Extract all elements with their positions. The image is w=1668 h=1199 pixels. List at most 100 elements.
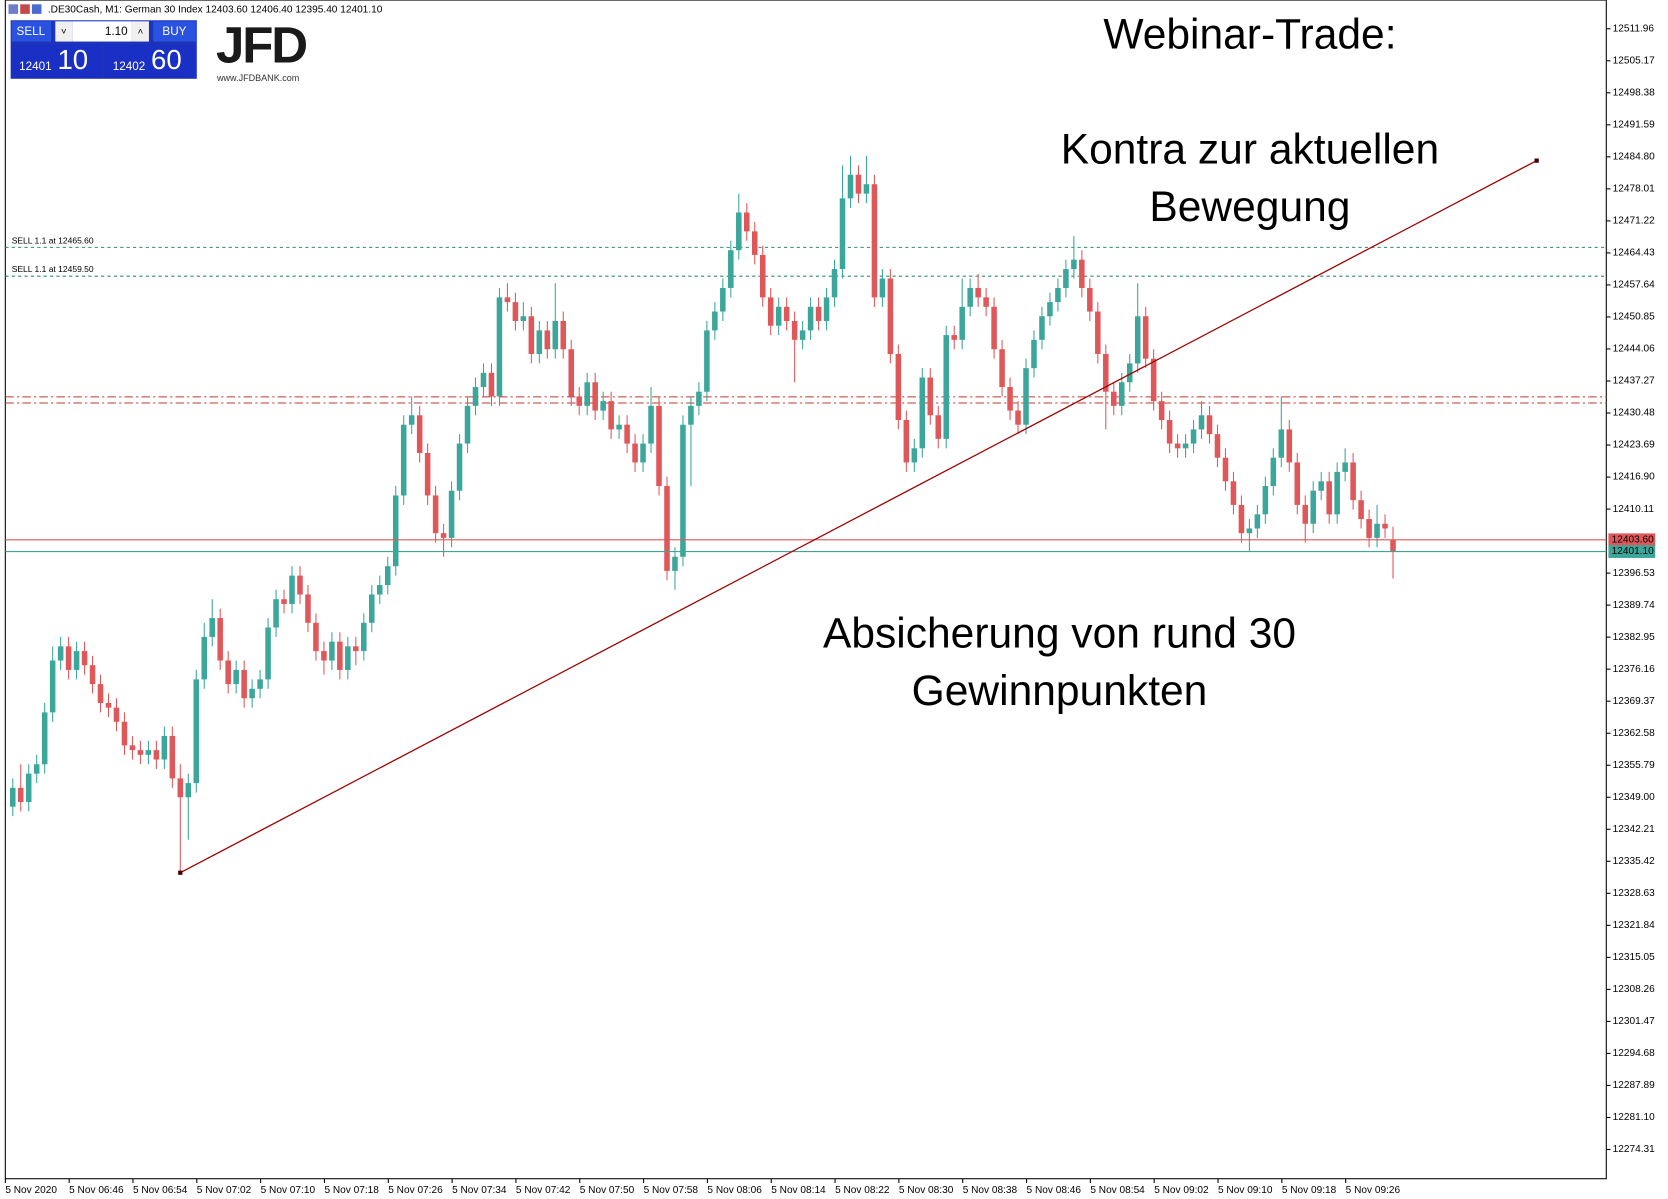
y-tick-label: 12396.53	[1613, 568, 1655, 579]
candle-body	[33, 764, 40, 774]
annotation-text: Gewinnpunkten	[912, 667, 1208, 715]
y-tick-label: 12444.06	[1613, 344, 1655, 355]
candle-body	[951, 335, 957, 340]
candle-body	[9, 787, 16, 807]
candle-body	[696, 391, 702, 406]
candle-body	[1254, 514, 1261, 529]
candle-body	[57, 646, 64, 661]
candle-body	[775, 306, 782, 326]
candle-body	[616, 424, 622, 430]
buy-price-box[interactable]	[104, 44, 196, 78]
logo: JFD www.JFDBANK.com	[216, 16, 308, 83]
icon	[31, 4, 42, 14]
candle-body	[89, 665, 96, 685]
candle-body	[361, 622, 367, 652]
candle-body	[1318, 481, 1324, 491]
candle-body	[169, 735, 176, 779]
y-tick-label: 12457.64	[1613, 280, 1655, 291]
trendline-anchor	[1534, 158, 1539, 163]
candle-body	[911, 448, 918, 463]
candle-body	[807, 306, 814, 331]
candle-body	[305, 594, 311, 623]
candle-body	[161, 735, 168, 760]
candle-body	[1222, 457, 1229, 482]
x-tick-label: 5 Nov 08:06	[707, 1185, 762, 1196]
candle-body	[121, 721, 128, 746]
y-tick-label: 12328.63	[1613, 888, 1655, 899]
chart-header: .DE30Cash, M1: German 30 Index 12403.60 …	[48, 4, 383, 15]
x-tick-label: 5 Nov 06:46	[69, 1185, 124, 1196]
candle-body	[113, 707, 120, 722]
y-tick-label: 12478.01	[1613, 184, 1655, 195]
y-tick-label: 12335.42	[1613, 856, 1655, 867]
candle-body	[1382, 523, 1388, 529]
lot-input[interactable]	[72, 21, 132, 42]
candle-body	[847, 174, 854, 199]
candle-body	[632, 443, 638, 463]
sell-price-box[interactable]	[11, 44, 102, 78]
buy-price: 12402	[113, 60, 146, 73]
candle-body	[1142, 316, 1149, 359]
y-tick-label: 12274.31	[1613, 1144, 1655, 1155]
candle-body	[999, 349, 1005, 387]
candle-body	[536, 330, 543, 354]
x-tick-label: 5 Nov 07:18	[324, 1185, 379, 1196]
sell-pips: 10	[57, 44, 88, 75]
ask-label: 12403.60	[1612, 534, 1654, 545]
y-tick-label: 12505.17	[1613, 55, 1655, 66]
candle-body	[887, 278, 894, 354]
candle-body	[241, 669, 247, 699]
candle-body	[432, 495, 439, 534]
candle-body	[1126, 363, 1133, 383]
candle-body	[640, 443, 646, 463]
candle-body	[600, 401, 606, 411]
candle-body	[751, 231, 758, 255]
x-tick-label: 5 Nov 08:14	[771, 1185, 826, 1196]
candle-body	[65, 646, 72, 670]
candle-body	[1174, 443, 1181, 449]
candle-body	[201, 636, 208, 680]
candle-body	[209, 618, 215, 637]
lot-down[interactable]	[55, 21, 73, 42]
candle-body	[672, 556, 678, 571]
y-tick-label: 12342.21	[1613, 824, 1655, 835]
bid-label-bg	[1608, 545, 1656, 558]
y-tick-label: 12498.38	[1613, 87, 1655, 98]
trade-panel: SELL ˅ 1.10 ˄ BUY 12401 10 12402 60	[10, 20, 197, 79]
buy-button[interactable]	[153, 21, 196, 42]
candle-body	[1294, 462, 1301, 505]
candle-body	[584, 382, 590, 406]
lot-up[interactable]	[131, 21, 149, 42]
candle-body	[728, 250, 734, 288]
buy-label: BUY	[162, 25, 186, 38]
candle-body	[959, 306, 965, 340]
y-tick-label: 12511.96	[1613, 23, 1655, 34]
candle-body	[321, 651, 327, 661]
candle-body	[257, 679, 263, 689]
sell-button[interactable]	[11, 21, 52, 42]
candle-body	[25, 773, 32, 802]
candle-body	[193, 679, 200, 784]
candle-body	[648, 405, 654, 444]
x-tick-label: 5 Nov 07:42	[516, 1185, 571, 1196]
candle-body	[105, 702, 112, 708]
y-tick-label: 12376.16	[1613, 664, 1655, 675]
candle-body	[544, 330, 551, 350]
candle-body	[41, 712, 48, 765]
candle-body	[1366, 519, 1372, 538]
candle-body	[871, 184, 878, 298]
candle-body	[1182, 443, 1189, 449]
candle-body	[297, 575, 303, 595]
sell-label: SELL	[17, 25, 46, 38]
candle-body	[353, 646, 359, 652]
candle-body	[927, 377, 934, 416]
candle-body	[1334, 471, 1340, 515]
candle-body	[736, 212, 742, 251]
y-tick-label: 12430.48	[1613, 408, 1655, 419]
bid-label: 12401.10	[1612, 546, 1654, 557]
candle-body	[81, 651, 88, 666]
candle-body	[1111, 391, 1117, 406]
